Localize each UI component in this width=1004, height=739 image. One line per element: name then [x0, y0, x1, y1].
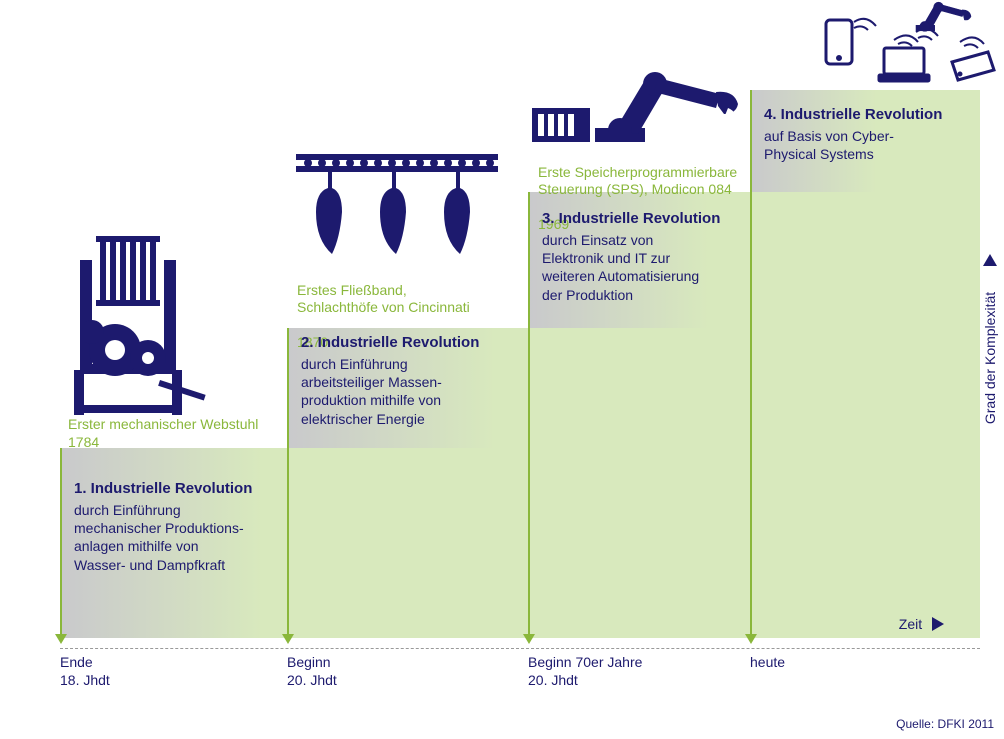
- x-label-4: heute: [750, 654, 785, 672]
- timeline-marker-2: [287, 328, 289, 636]
- timeline-marker-4: [750, 90, 752, 636]
- timeline-marker-1: [60, 448, 62, 636]
- cyber-physical-icon: [820, 0, 1000, 90]
- arrow-up-icon: [983, 254, 997, 266]
- x-label-2: Beginn 20. Jhdt: [287, 654, 337, 689]
- source-citation: Quelle: DFKI 2011: [896, 717, 994, 731]
- rev-title: 4. Industrielle Revolution: [764, 106, 974, 123]
- x-axis-label: Zeit: [899, 616, 944, 632]
- rev-title: 2. Industrielle Revolution: [301, 334, 511, 351]
- rev-title: 1. Industrielle Revolution: [74, 480, 274, 497]
- loom-icon: [60, 230, 215, 415]
- x-axis: [60, 648, 980, 649]
- x-label-3: Beginn 70er Jahre 20. Jhdt: [528, 654, 642, 689]
- conveyor-icon: [292, 150, 502, 260]
- milestone-caption: Erste Speicherprogrammierbare Steuerung …: [538, 164, 737, 199]
- revolution-3: 3. Industrielle Revolution durch Einsatz…: [542, 210, 742, 304]
- rev-desc: durch Einführung mechanischer Produktion…: [74, 501, 274, 574]
- revolution-4: 4. Industrielle Revolution auf Basis von…: [764, 106, 974, 163]
- revolution-2: 2. Industrielle Revolution durch Einführ…: [301, 334, 511, 428]
- milestone-caption: Erstes Fließband, Schlachthöfe von Cinci…: [297, 282, 470, 317]
- revolution-1: 1. Industrielle Revolution durch Einführ…: [74, 480, 274, 574]
- rev-desc: durch Einführung arbeitsteiliger Massen-…: [301, 355, 511, 428]
- timeline-marker-3: [528, 192, 530, 636]
- rev-desc: durch Einsatz von Elektronik und IT zur …: [542, 231, 742, 304]
- rev-desc: auf Basis von Cyber- Physical Systems: [764, 127, 974, 163]
- milestone-year: 1784: [68, 434, 258, 452]
- milestone-1: Erster mechanischer Webstuhl 1784: [68, 416, 258, 451]
- robot-arm-icon: [530, 60, 750, 145]
- rev-title: 3. Industrielle Revolution: [542, 210, 742, 227]
- arrow-right-icon: [932, 617, 944, 631]
- y-axis-label: Grad der Komplexität: [982, 292, 998, 424]
- staircase-chart: Erster mechanischer Webstuhl 1784 Erstes…: [60, 0, 980, 660]
- zeit-text: Zeit: [899, 616, 922, 632]
- milestone-caption: Erster mechanischer Webstuhl: [68, 416, 258, 434]
- x-label-1: Ende 18. Jhdt: [60, 654, 110, 689]
